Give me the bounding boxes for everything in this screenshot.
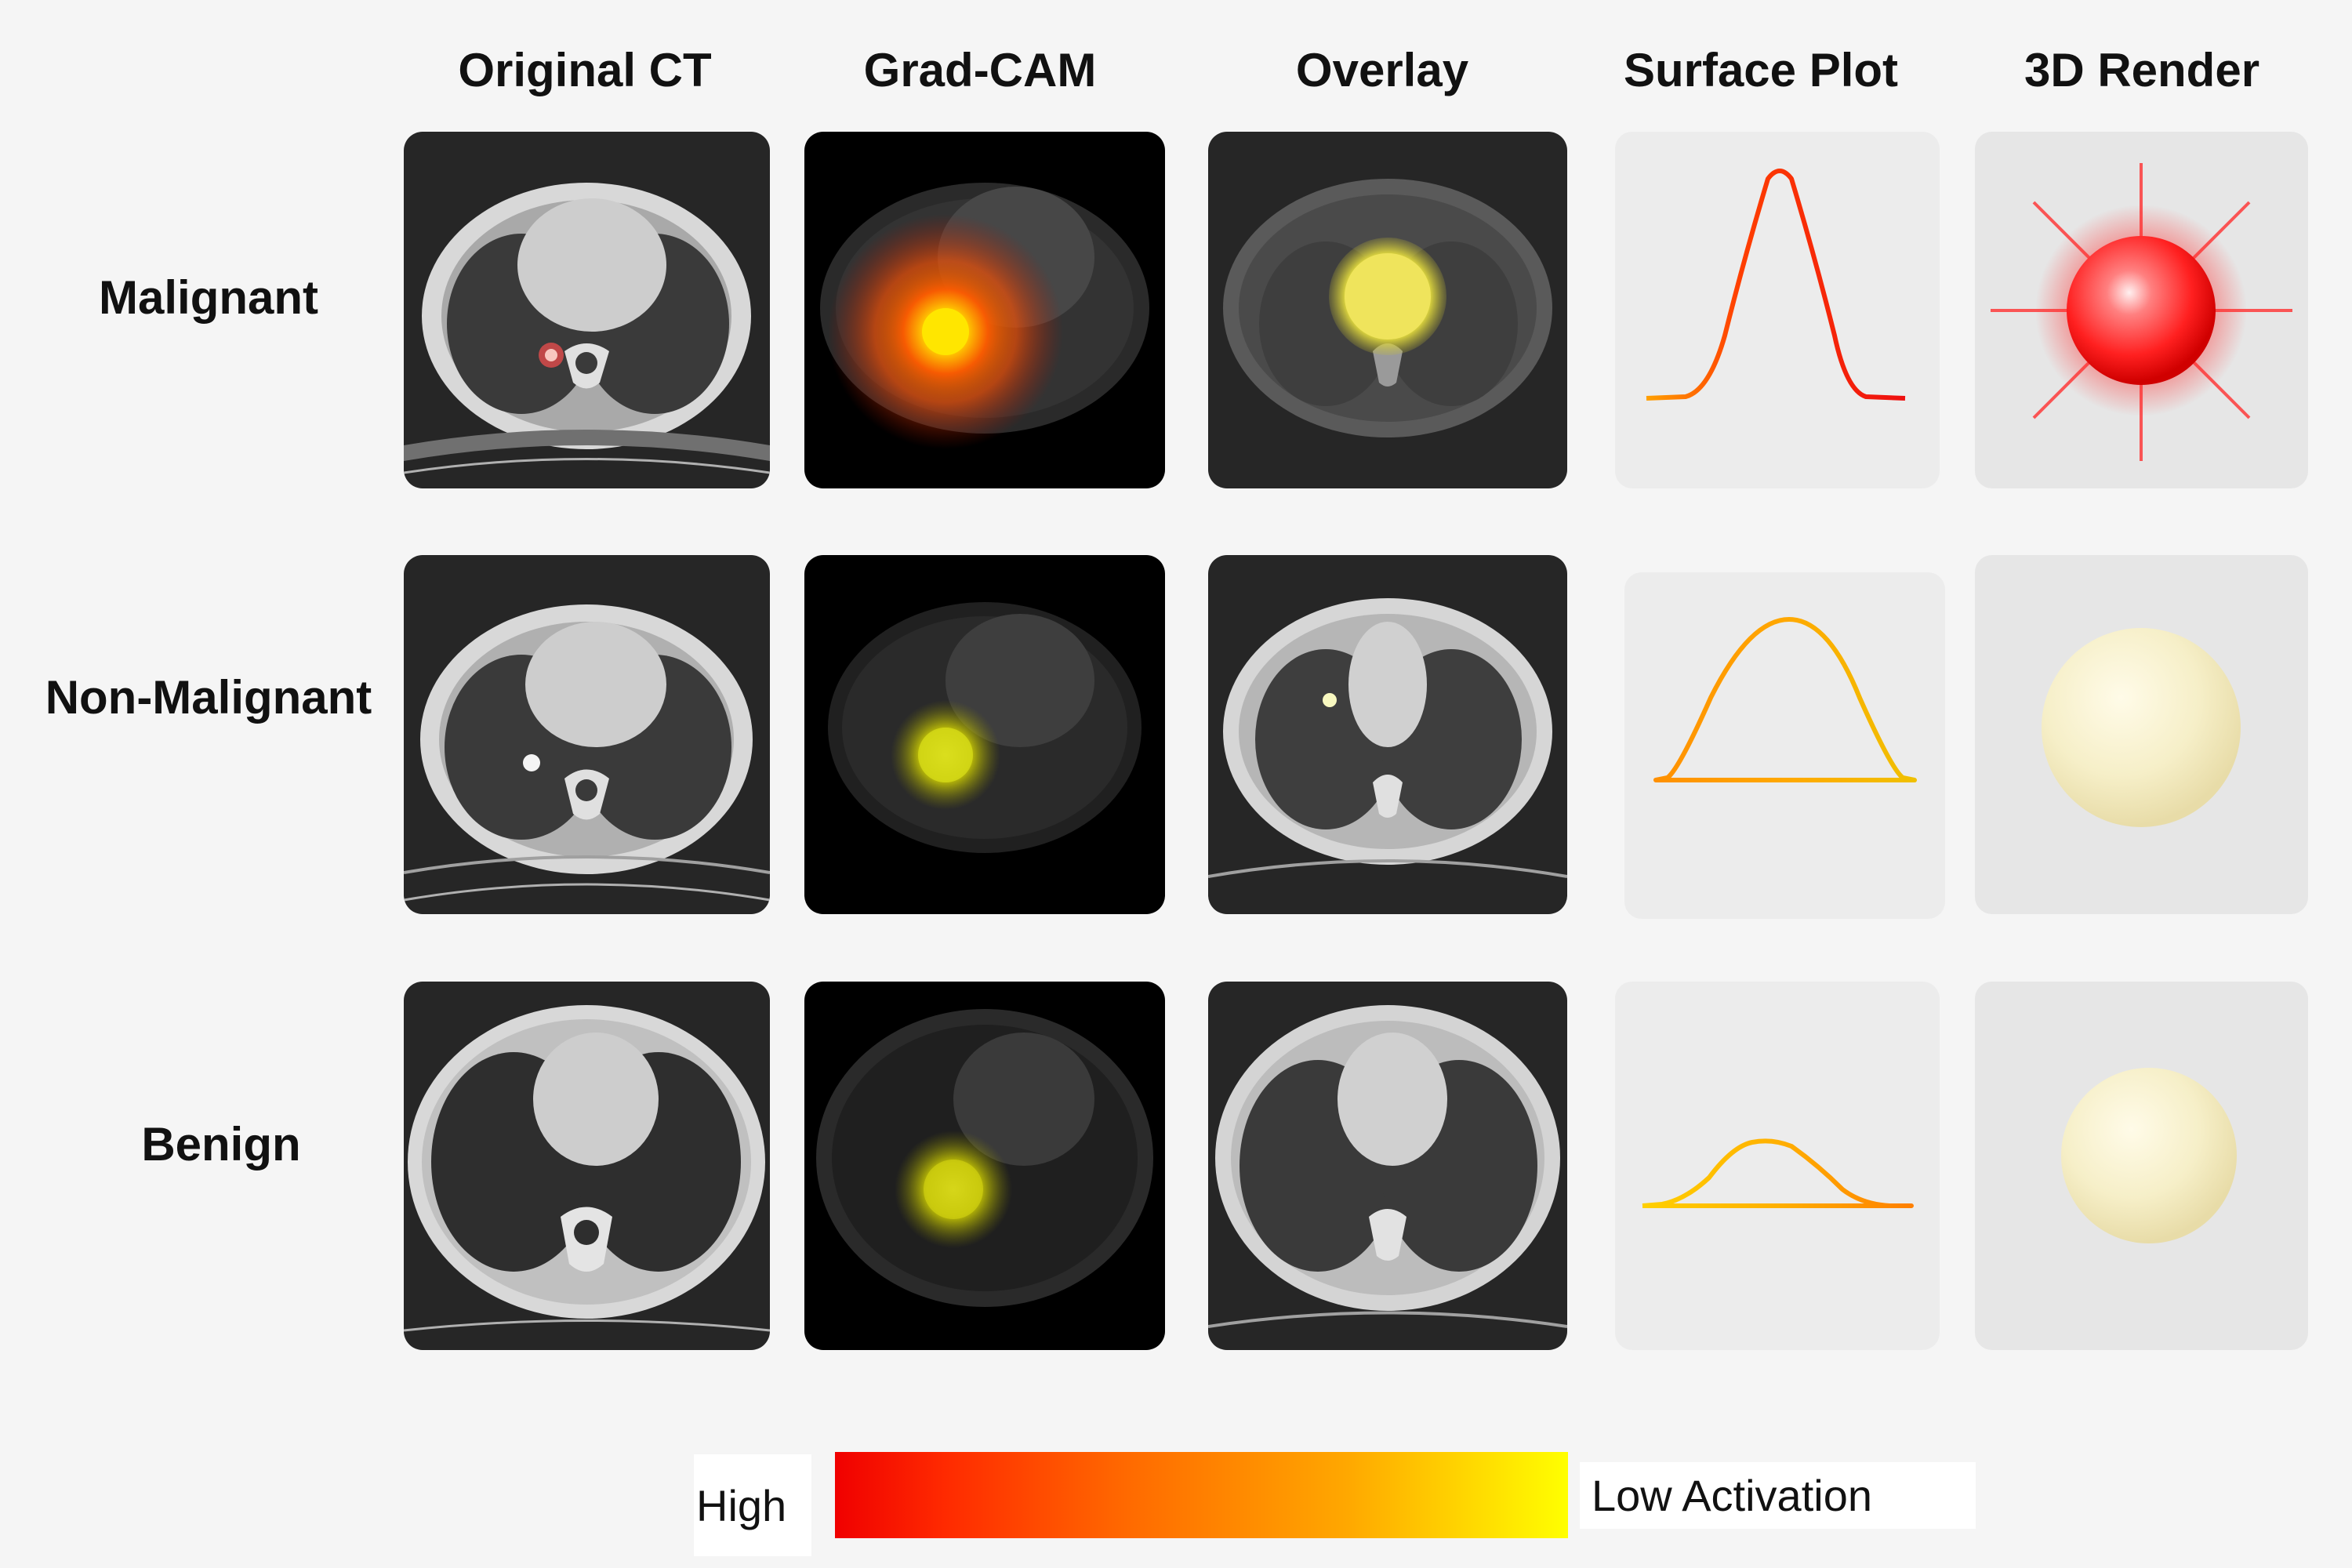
non-malignant-surface-plot (1624, 572, 1945, 919)
column-header-original-ct: Original CT (458, 44, 712, 96)
legend-low-text: Low Activation (1592, 1471, 1872, 1520)
column-header-overlay: Overlay (1295, 44, 1469, 96)
non-malignant-3d-render (1975, 555, 2308, 914)
malignant-original-ct-image (404, 132, 770, 488)
column-header-grad-cam: Grad-CAM (863, 44, 1097, 96)
column-header-surface-plot: Surface Plot (1623, 44, 1899, 96)
row-label-malignant: Malignant (99, 271, 318, 324)
malignant-grad-cam-image (804, 132, 1165, 488)
benign-3d-render (1975, 982, 2308, 1350)
non-malignant-original-ct-image (404, 555, 770, 914)
non-malignant-overlay-image (1208, 555, 1567, 914)
benign-grad-cam-image (804, 982, 1165, 1350)
non-malignant-grad-cam-image (804, 555, 1165, 914)
column-header-3d-render: 3D Render (2024, 44, 2260, 96)
row-label-non-malignant: Non-Malignant (45, 671, 372, 724)
malignant-surface-plot (1615, 132, 1940, 488)
malignant-3d-render (1975, 132, 2308, 488)
benign-surface-plot (1615, 982, 1940, 1350)
activation-color-scale (835, 1452, 1568, 1538)
legend-high-label: High (694, 1454, 811, 1556)
legend-low-label: Low Activation (1580, 1462, 1976, 1529)
legend-high-text: High (696, 1480, 787, 1530)
malignant-overlay-image (1208, 132, 1567, 488)
benign-original-ct-image (404, 982, 770, 1350)
benign-overlay-image (1208, 982, 1567, 1350)
row-label-benign: Benign (141, 1118, 301, 1171)
